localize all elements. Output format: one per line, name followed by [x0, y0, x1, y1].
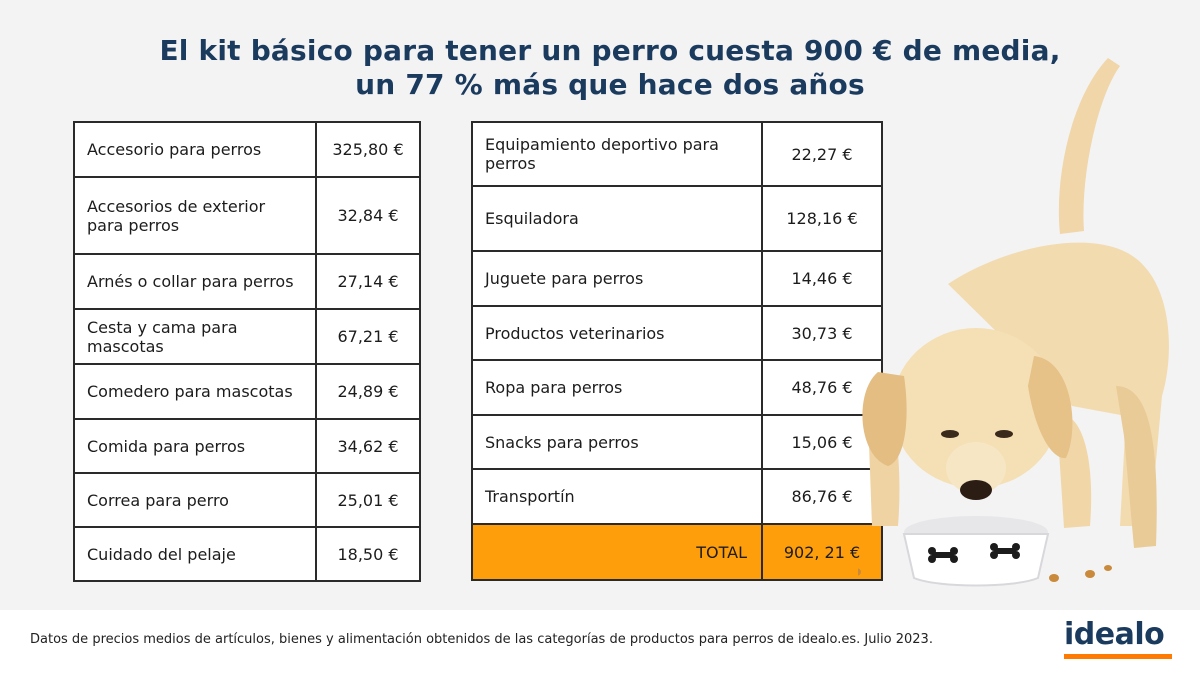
- kibble-pieces: [858, 565, 1112, 582]
- item-price: 27,14 €: [315, 253, 421, 310]
- item-price: 22,27 €: [761, 121, 883, 187]
- item-name: Productos veterinarios: [471, 305, 763, 361]
- total-row: TOTAL 902, 21 €: [471, 523, 883, 581]
- item-price: 325,80 €: [315, 121, 421, 178]
- price-table-left: Accesorio para perros 325,80 € Accesorio…: [73, 121, 421, 582]
- table-row: Cesta y cama para mascotas 67,21 €: [73, 308, 421, 365]
- item-price: 34,62 €: [315, 418, 421, 474]
- item-name: Snacks para perros: [471, 414, 763, 470]
- dog-tail: [1058, 58, 1120, 234]
- item-price: 32,84 €: [315, 176, 421, 255]
- item-name: Arnés o collar para perros: [73, 253, 317, 310]
- item-price: 14,46 €: [761, 250, 883, 307]
- source-note: Datos de precios medios de artículos, bi…: [30, 632, 933, 647]
- dog-hind-leg: [1116, 386, 1157, 548]
- item-price: 18,50 €: [315, 526, 421, 582]
- item-price: 25,01 €: [315, 472, 421, 528]
- item-name: Comida para perros: [73, 418, 317, 474]
- dog-eye-right: [995, 430, 1013, 438]
- table-row: Snacks para perros 15,06 €: [471, 414, 883, 470]
- dog-bowl: [902, 533, 1050, 587]
- title-line-1: El kit básico para tener un perro cuesta…: [159, 34, 1061, 67]
- dog-nose: [960, 480, 992, 500]
- table-row: Accesorios de exterior para perros 32,84…: [73, 176, 421, 255]
- table-row: Esquiladora 128,16 €: [471, 185, 883, 252]
- item-price: 67,21 €: [315, 308, 421, 365]
- table-row: Equipamiento deportivo para perros 22,27…: [471, 121, 883, 187]
- item-name: Cesta y cama para mascotas: [73, 308, 317, 365]
- table-row: Correa para perro 25,01 €: [73, 472, 421, 528]
- item-name: Accesorio para perros: [73, 121, 317, 178]
- table-row: Transportín 86,76 €: [471, 468, 883, 525]
- dog-ear-right: [1028, 356, 1073, 459]
- title-line-2: un 77 % más que hace dos años: [355, 68, 865, 101]
- item-name: Comedero para mascotas: [73, 363, 317, 420]
- table-row: Productos veterinarios 30,73 €: [471, 305, 883, 361]
- table-row: Accesorio para perros 325,80 €: [73, 121, 421, 178]
- item-name: Equipamiento deportivo para perros: [471, 121, 763, 187]
- bowl-bone-pattern: [928, 543, 1020, 563]
- dog-ear-left: [862, 372, 907, 466]
- dog-eye-left: [941, 430, 959, 438]
- item-name: Cuidado del pelaje: [73, 526, 317, 582]
- dog-muzzle: [946, 442, 1006, 494]
- item-name: Transportín: [471, 468, 763, 525]
- total-label: TOTAL: [471, 523, 763, 581]
- item-name: Esquiladora: [471, 185, 763, 252]
- logo-text: idealo: [1064, 617, 1165, 652]
- total-value: 902, 21 €: [761, 523, 883, 581]
- table-row: Comida para perros 34,62 €: [73, 418, 421, 474]
- idealo-logo[interactable]: idealo: [1064, 618, 1174, 664]
- table-row: Comedero para mascotas 24,89 €: [73, 363, 421, 420]
- item-name: Juguete para perros: [471, 250, 763, 307]
- dog-head: [892, 328, 1060, 488]
- page-title: El kit básico para tener un perro cuesta…: [150, 34, 1070, 102]
- puppy-eating-icon: [858, 58, 1169, 587]
- table-row: Ropa para perros 48,76 €: [471, 359, 883, 416]
- item-name: Accesorios de exterior para perros: [73, 176, 317, 255]
- item-price: 128,16 €: [761, 185, 883, 252]
- item-price: 24,89 €: [315, 363, 421, 420]
- table-row: Arnés o collar para perros 27,14 €: [73, 253, 421, 310]
- price-table-right: Equipamiento deportivo para perros 22,27…: [471, 121, 883, 581]
- footer: Datos de precios medios de artículos, bi…: [0, 610, 1200, 675]
- table-row: Juguete para perros 14,46 €: [471, 250, 883, 307]
- table-row: Cuidado del pelaje 18,50 €: [73, 526, 421, 582]
- logo-underline: [1064, 654, 1172, 659]
- item-price: 86,76 €: [761, 468, 883, 525]
- item-price: 15,06 €: [761, 414, 883, 470]
- item-name: Ropa para perros: [471, 359, 763, 416]
- item-name: Correa para perro: [73, 472, 317, 528]
- item-price: 30,73 €: [761, 305, 883, 361]
